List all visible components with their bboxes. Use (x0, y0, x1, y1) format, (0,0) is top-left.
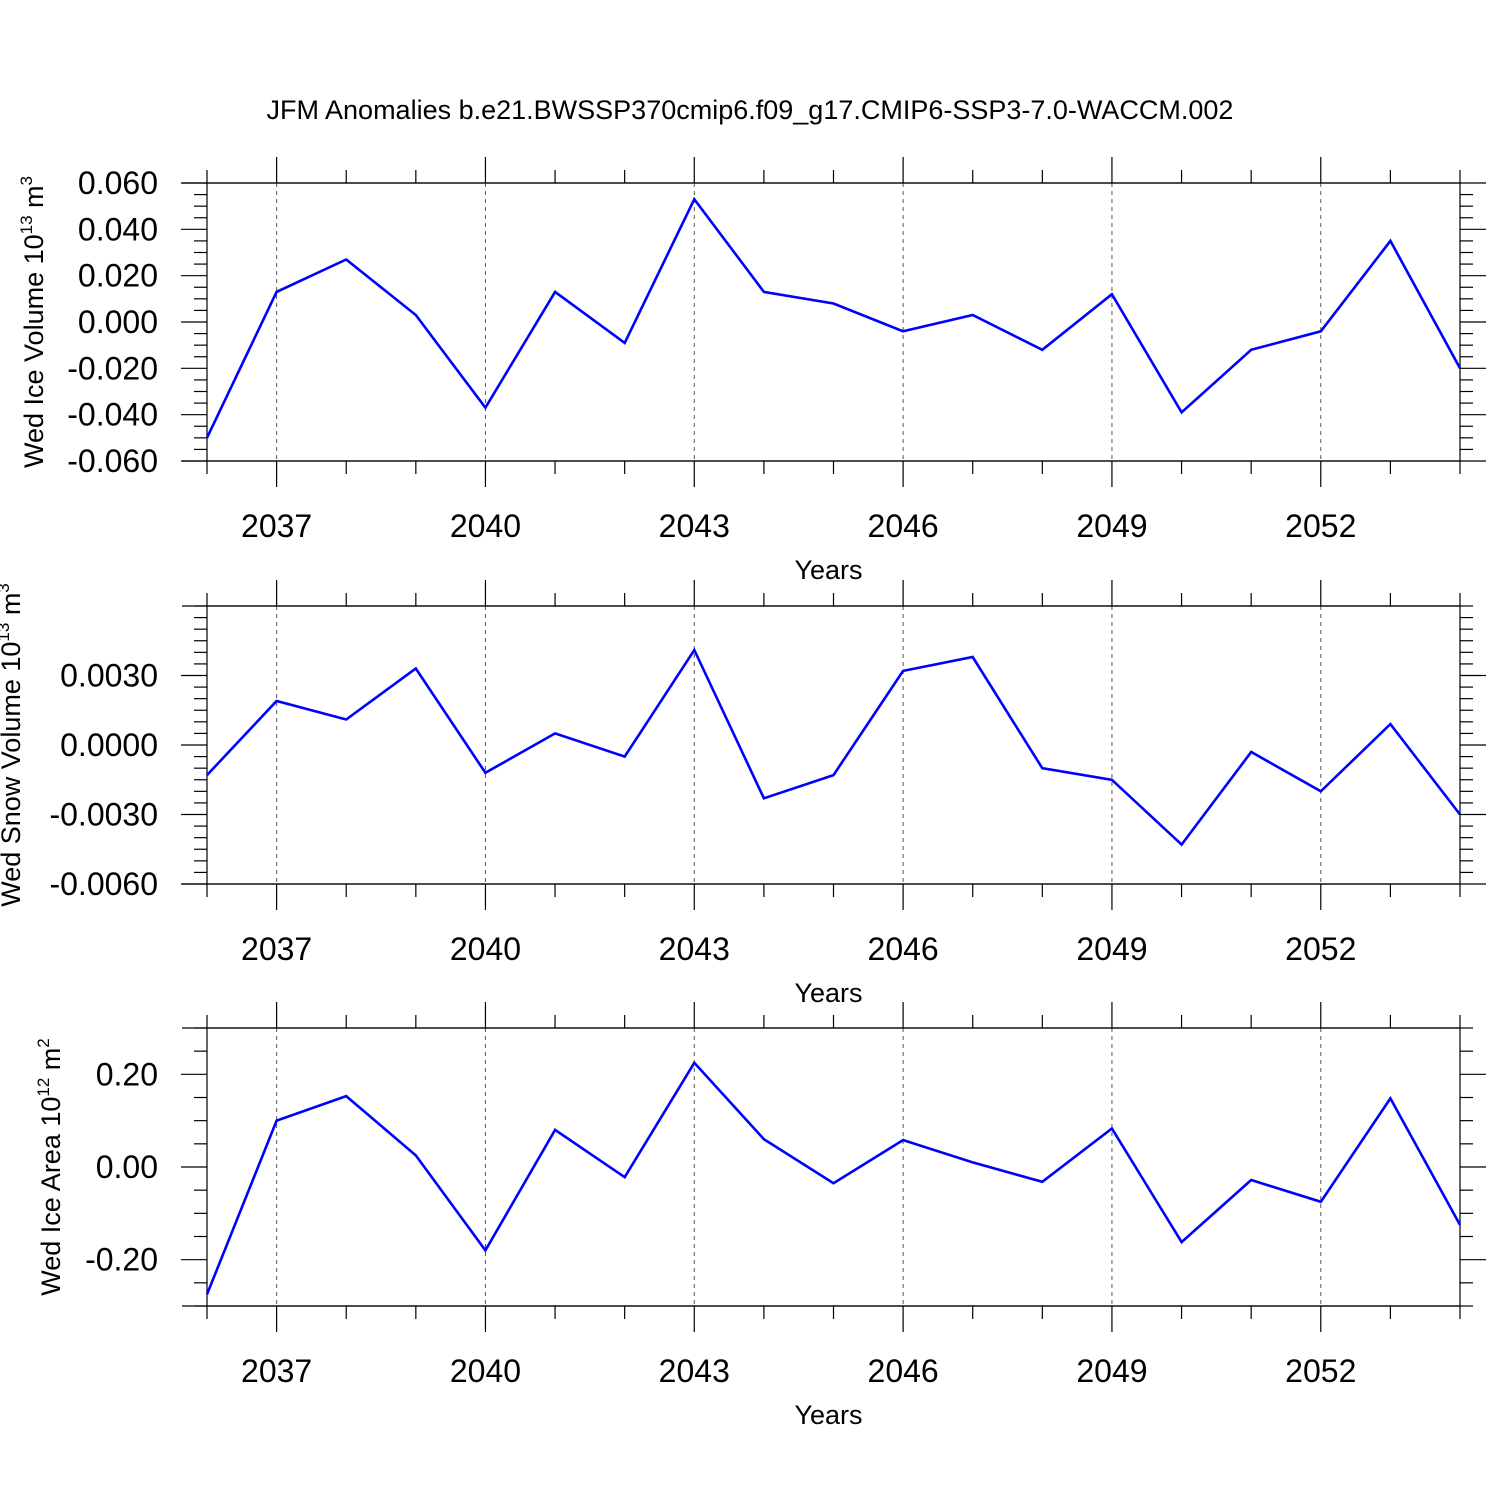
series-line (206, 647, 1462, 847)
x-tick-label: 2043 (659, 508, 730, 544)
figure-title: JFM Anomalies b.e21.BWSSP370cmip6.f09_g1… (267, 95, 1234, 125)
y-axis-label-text: Wed Snow Volume 10 (0, 642, 26, 907)
x-tick-label: 2049 (1076, 508, 1147, 544)
x-tick-label: 2040 (450, 931, 521, 967)
y-axis-label: Wed Snow Volume 1013 m3 (0, 583, 26, 907)
x-tick-label: 2043 (659, 1353, 730, 1389)
x-tick-label: 2043 (659, 931, 730, 967)
x-tick-label: 2037 (241, 508, 312, 544)
series-line (205, 1060, 1462, 1295)
x-tick-label: 2040 (450, 1353, 521, 1389)
x-axis-label: Years (794, 1400, 862, 1430)
y-axis-label-unit-exponent: 2 (34, 1038, 53, 1047)
series-line (205, 196, 1462, 439)
y-tick-label: 0.040 (78, 211, 158, 247)
y-tick-label: 0.0030 (60, 658, 158, 694)
y-tick-label: -0.060 (67, 443, 158, 479)
x-tick-label: 2046 (868, 931, 939, 967)
x-axis-label: Years (794, 978, 862, 1008)
y-axis-label-exponent: 12 (34, 1078, 53, 1097)
y-tick-label: 0.0000 (60, 727, 158, 763)
y-tick-label: 0.060 (78, 165, 158, 201)
y-axis-label-unit-exponent: 3 (0, 583, 13, 592)
panels: 2037 2040 2043 2046 2049 2052 Years -0.060 -0.04… (0, 157, 1486, 1430)
x-tick-label: 2049 (1076, 1353, 1147, 1389)
y-axis-label: Wed Ice Volume 1013 m3 (17, 176, 49, 468)
x-tick-label: 2046 (868, 508, 939, 544)
y-tick-label: -0.20 (85, 1242, 158, 1278)
chart-panel-1: 2037 2040 2043 2046 2049 2052 Years -0.060 -0.04… (17, 157, 1486, 585)
y-axis-label-text: Wed Ice Area 10 (36, 1097, 66, 1296)
y-tick-label: -0.020 (67, 350, 158, 386)
x-tick-label: 2052 (1285, 508, 1356, 544)
y-axis-label-unit: m (19, 185, 49, 215)
x-tick-label: 2037 (241, 1353, 312, 1389)
y-axis-label-text: Wed Ice Volume 10 (19, 234, 49, 468)
y-axis-label-unit-exponent: 3 (17, 176, 36, 185)
y-tick-label: 0.000 (78, 304, 158, 340)
y-tick-label: 0.20 (96, 1056, 158, 1092)
x-tick-label: 2046 (868, 1353, 939, 1389)
y-tick-label: -0.0060 (49, 866, 158, 902)
x-tick-label: 2040 (450, 508, 521, 544)
y-tick-label: -0.0030 (49, 797, 158, 833)
x-tick-label: 2052 (1285, 931, 1356, 967)
chart-panel-3: 2037 2040 2043 2046 2049 2052 Years -0.20 0.00 0.… (34, 1002, 1486, 1430)
y-axis-label: Wed Ice Area 1012 m2 (34, 1038, 66, 1296)
x-tick-label: 2049 (1076, 931, 1147, 967)
y-axis-label-unit: m (36, 1048, 66, 1078)
y-axis-label-exponent: 13 (0, 623, 13, 642)
chart-panel-2: 2037 2040 2043 2046 2049 2052 Years -0.0060 -0.0… (0, 580, 1486, 1008)
y-tick-label: -0.040 (67, 397, 158, 433)
y-axis-label-exponent: 13 (17, 215, 36, 234)
y-tick-label: 0.00 (96, 1149, 158, 1185)
y-tick-label: 0.020 (78, 258, 158, 294)
y-axis-label-unit: m (0, 593, 26, 623)
x-axis-label: Years (794, 555, 862, 585)
x-tick-label: 2052 (1285, 1353, 1356, 1389)
x-tick-label: 2037 (241, 931, 312, 967)
